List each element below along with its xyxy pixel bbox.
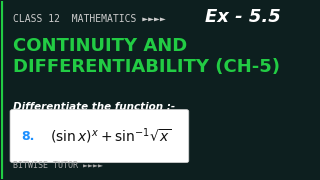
- Text: Ex - 5.5: Ex - 5.5: [205, 8, 281, 26]
- FancyBboxPatch shape: [10, 109, 189, 163]
- Text: BITWISE TUTOR ►►►►: BITWISE TUTOR ►►►►: [13, 161, 103, 170]
- Text: CLASS 12  MATHEMATICS ►►►►: CLASS 12 MATHEMATICS ►►►►: [13, 14, 166, 24]
- Text: 8.: 8.: [21, 130, 35, 143]
- Text: $(\sin x)^x + \sin^{-1}\!\sqrt{x}$: $(\sin x)^x + \sin^{-1}\!\sqrt{x}$: [51, 126, 172, 146]
- Text: CONTINUITY AND
DIFFERENTIABILITY (CH-5): CONTINUITY AND DIFFERENTIABILITY (CH-5): [13, 37, 280, 76]
- Text: Differentiate the function :-: Differentiate the function :-: [13, 102, 175, 112]
